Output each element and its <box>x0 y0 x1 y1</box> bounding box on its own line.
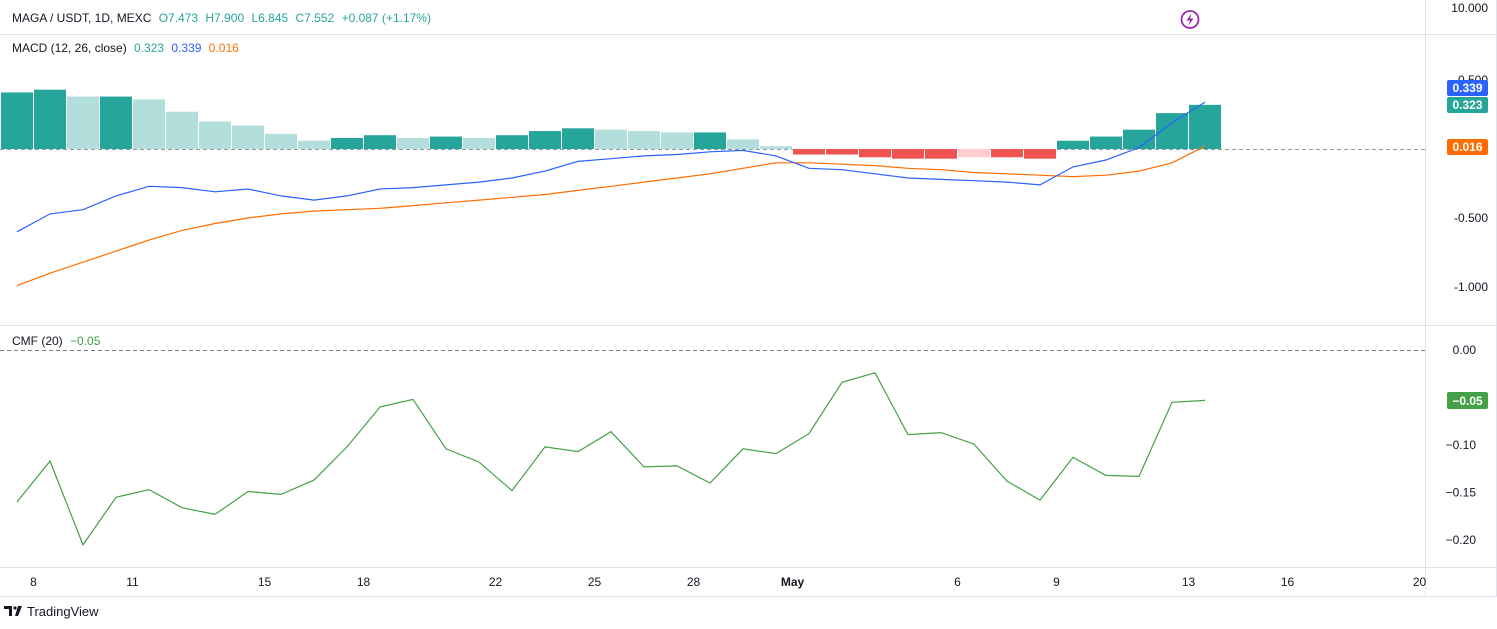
time-tick-label: May <box>781 575 805 589</box>
histogram-bar <box>397 137 429 149</box>
macd-lines <box>16 101 1206 287</box>
histogram-bar <box>529 131 561 149</box>
histogram-bar <box>67 96 99 149</box>
histogram-bar <box>595 129 627 149</box>
close-value: C7.552 <box>295 11 335 25</box>
cmf-tick-label: −0.10 <box>1446 438 1477 452</box>
macd-line <box>16 101 1206 233</box>
macd-tick-label: -0.500 <box>1454 211 1488 225</box>
time-tick-label: 28 <box>687 575 701 589</box>
time-tick-label: 8 <box>30 575 37 589</box>
cmf-line <box>16 372 1206 547</box>
histogram-bar <box>991 149 1023 158</box>
cmf-legend-title: CMF (20) <box>12 334 63 348</box>
histogram-bar <box>760 146 792 149</box>
histogram-bar <box>925 149 957 159</box>
cmf-legend[interactable]: CMF (20) −0.05 <box>12 334 104 348</box>
histogram-bar <box>265 133 297 149</box>
histogram-bar <box>331 137 363 149</box>
macd-legend-hist: 0.016 <box>208 41 239 55</box>
histogram-bar <box>430 136 462 149</box>
high-value: H7.900 <box>205 11 245 25</box>
histogram-bar <box>232 125 264 149</box>
macd-legend-title: MACD (12, 26, close) <box>12 41 127 55</box>
time-tick-label: 18 <box>357 575 371 589</box>
symbol-legend[interactable]: MAGA / USDT, 1D, MEXC O7.473 H7.900 L6.8… <box>12 11 435 25</box>
histogram-bar <box>166 111 198 149</box>
histogram-bar <box>133 99 165 149</box>
symbol-title: MAGA / USDT, 1D, MEXC <box>12 11 152 25</box>
cmf-tick-label: 0.00 <box>1453 343 1477 357</box>
time-tick-label: 25 <box>588 575 602 589</box>
time-tick-label: 6 <box>954 575 961 589</box>
histogram-bar <box>463 137 495 149</box>
time-tick-label: 9 <box>1053 575 1060 589</box>
histogram-bar <box>694 132 726 149</box>
histogram-bar <box>562 128 594 149</box>
svg-text:0.323: 0.323 <box>1452 98 1482 112</box>
svg-text:−0.05: −0.05 <box>1452 394 1483 408</box>
cmf-tick-label: −0.15 <box>1446 486 1477 500</box>
histogram-bar <box>298 140 330 149</box>
macd-signal-badge: 0.339 <box>1447 80 1488 96</box>
time-tick-label: 22 <box>489 575 503 589</box>
time-axis-ticks: 8 11 15 18 22 25 28 May 6 9 13 16 20 <box>30 575 1426 589</box>
svg-text:0.016: 0.016 <box>1452 140 1482 154</box>
histogram-bar <box>793 149 825 155</box>
macd-legend[interactable]: MACD (12, 26, close) 0.323 0.339 0.016 <box>12 41 243 55</box>
histogram-bar <box>199 121 231 149</box>
histogram-bar <box>34 89 66 149</box>
histogram-bar <box>859 149 891 158</box>
histogram-bar <box>496 135 528 149</box>
time-tick-label: 20 <box>1413 575 1427 589</box>
histogram-bar <box>100 96 132 149</box>
signal-line <box>16 145 1206 287</box>
time-tick-label: 15 <box>258 575 272 589</box>
price-axis-top-label: 10.000 <box>1451 1 1488 15</box>
svg-text:TradingView: TradingView <box>27 604 99 619</box>
histogram-bar <box>1 92 33 149</box>
histogram-bar <box>826 149 858 155</box>
histogram-bar <box>1057 140 1089 149</box>
time-tick-label: 11 <box>126 575 139 589</box>
histogram-bar <box>661 132 693 149</box>
histogram-bar <box>892 149 924 159</box>
histogram-bar <box>727 139 759 149</box>
time-tick-label: 13 <box>1182 575 1196 589</box>
open-value: O7.473 <box>158 11 199 25</box>
histogram-bar <box>628 131 660 149</box>
macd-legend-signal: 0.339 <box>171 41 202 55</box>
change-value: +0.087 (+1.17%) <box>341 11 431 25</box>
macd-hist-badge: 0.016 <box>1447 139 1488 155</box>
macd-line-badge: 0.323 <box>1447 97 1488 113</box>
cmf-value-badge: −0.05 <box>1447 392 1488 409</box>
macd-legend-macd: 0.323 <box>134 41 165 55</box>
cmf-legend-value: −0.05 <box>70 334 101 348</box>
cmf-axis-ticks: 0.00 −0.10 −0.15 −0.20 <box>1446 343 1477 547</box>
histogram-bar <box>1024 149 1056 159</box>
histogram-bar <box>1123 129 1155 149</box>
svg-text:0.339: 0.339 <box>1452 81 1482 95</box>
lightning-icon[interactable] <box>1180 10 1200 29</box>
histogram-bar <box>958 149 990 158</box>
macd-histogram <box>1 89 1221 159</box>
histogram-bar <box>1189 104 1221 149</box>
cmf-tick-label: −0.20 <box>1446 533 1477 547</box>
cmf-lines <box>16 372 1206 547</box>
time-tick-label: 16 <box>1281 575 1295 589</box>
histogram-bar <box>1090 136 1122 149</box>
histogram-bar <box>364 135 396 149</box>
macd-tick-label: -1.000 <box>1454 280 1488 294</box>
low-value: L6.845 <box>251 11 289 25</box>
tradingview-logo[interactable]: TradingView <box>4 604 99 619</box>
